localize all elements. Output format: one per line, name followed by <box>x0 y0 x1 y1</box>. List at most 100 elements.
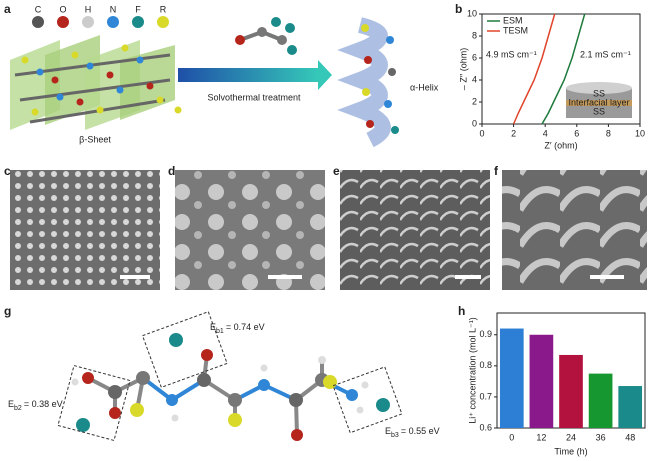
label-part: = 0.55 eV <box>401 426 440 436</box>
atom <box>361 381 369 389</box>
y-axis-title: Li⁺ concentration (mol L⁻¹) <box>467 317 477 424</box>
atom <box>197 373 211 387</box>
atom <box>291 429 303 441</box>
energy-label: Eb1 = 0.74 eV <box>210 322 265 334</box>
x-axis-title: Time (h) <box>554 446 587 456</box>
shape <box>57 364 131 442</box>
atom <box>156 96 164 104</box>
atom <box>228 413 242 427</box>
y-tick-label: 2 <box>472 96 477 106</box>
atom <box>366 120 374 128</box>
inset-label: Interfacial layer <box>568 97 629 107</box>
x-tick-label: 4 <box>543 128 548 138</box>
atom <box>174 106 182 114</box>
label-part: = 0.38 eV <box>24 399 63 409</box>
y-tick-label: 6 <box>472 52 477 62</box>
y-tick-label: 0.8 <box>479 360 492 370</box>
atom <box>166 394 178 406</box>
panel-letter: d <box>168 164 175 178</box>
arrow <box>178 68 318 82</box>
atom <box>169 333 183 347</box>
molecule <box>57 311 403 442</box>
bar <box>588 373 613 428</box>
legend-label: N <box>110 4 117 14</box>
atom <box>136 371 150 385</box>
arrow-label: Solvothermal treatment <box>207 92 301 102</box>
label: α-Helix <box>410 82 439 92</box>
atom <box>71 378 79 386</box>
atom <box>86 62 94 70</box>
atoms <box>51 71 154 106</box>
atom <box>323 375 337 389</box>
atom <box>388 68 396 76</box>
x-tick-label: 48 <box>625 432 635 442</box>
scale-bar <box>268 275 302 279</box>
atom <box>96 106 104 114</box>
inset-top <box>566 82 632 94</box>
legend-label: O <box>59 4 66 14</box>
x-axis-title: Z′ (ohm) <box>544 140 577 150</box>
legend-atom <box>82 16 94 28</box>
atom <box>106 71 114 79</box>
y-tick-label: 10 <box>467 8 477 18</box>
atom <box>386 36 394 44</box>
legend-atom <box>57 16 69 28</box>
scale-bar <box>455 275 481 279</box>
label-part: E <box>8 399 14 409</box>
panel-a-diagram: β-Sheet Solvothermal treatment α-Helix <box>10 17 439 148</box>
x-tick-label: 8 <box>606 128 611 138</box>
scale-bar <box>120 275 150 279</box>
atom <box>121 44 129 52</box>
inset-label: SS <box>593 88 605 98</box>
x-tick-label: 12 <box>536 432 546 442</box>
atoms <box>36 56 144 101</box>
bar <box>559 354 583 428</box>
x-tick-label: 0 <box>479 128 484 138</box>
shape <box>141 311 228 388</box>
atom <box>136 56 144 64</box>
y-tick-label: 4 <box>472 74 477 84</box>
atom <box>364 56 372 64</box>
atom <box>76 98 84 106</box>
scale-bar <box>590 275 624 279</box>
atom <box>391 126 399 134</box>
sem-image <box>340 170 490 290</box>
annotation: 2.1 mS cm⁻¹ <box>580 49 631 59</box>
legend-label: F <box>135 4 141 14</box>
atom <box>361 24 369 32</box>
legend-atom <box>157 16 169 28</box>
atom <box>346 389 358 401</box>
arrowhead <box>318 60 332 90</box>
annotation: 4.9 mS cm⁻¹ <box>486 49 537 59</box>
x-tick-label: 0 <box>509 432 514 442</box>
x-tick-label: 6 <box>574 128 579 138</box>
panel-letter: f <box>494 164 499 178</box>
panel-letter: b <box>455 2 462 16</box>
label-part: E <box>385 426 391 436</box>
atom <box>21 56 29 64</box>
atom <box>260 364 268 372</box>
energy-label: Eb3 = 0.55 eV <box>385 426 440 438</box>
y-tick-label: 0.9 <box>479 329 492 339</box>
atom <box>287 45 297 55</box>
helix <box>337 17 391 148</box>
atom <box>277 35 287 45</box>
y-tick-label: 0 <box>472 118 477 128</box>
sem-image <box>502 170 647 290</box>
atoms <box>21 44 182 116</box>
shape <box>332 366 403 434</box>
x-tick-label: 36 <box>596 432 606 442</box>
panel-letter: c <box>4 164 11 178</box>
atom <box>376 398 390 412</box>
bar <box>529 334 554 428</box>
atom <box>257 27 267 37</box>
plot-frame <box>481 13 641 125</box>
atom <box>36 68 44 76</box>
atoms <box>361 24 399 134</box>
panel-letter: e <box>333 164 340 178</box>
bar <box>499 328 524 428</box>
x-tick-label: 24 <box>566 432 576 442</box>
legend-atom <box>132 16 144 28</box>
atom <box>31 108 39 116</box>
